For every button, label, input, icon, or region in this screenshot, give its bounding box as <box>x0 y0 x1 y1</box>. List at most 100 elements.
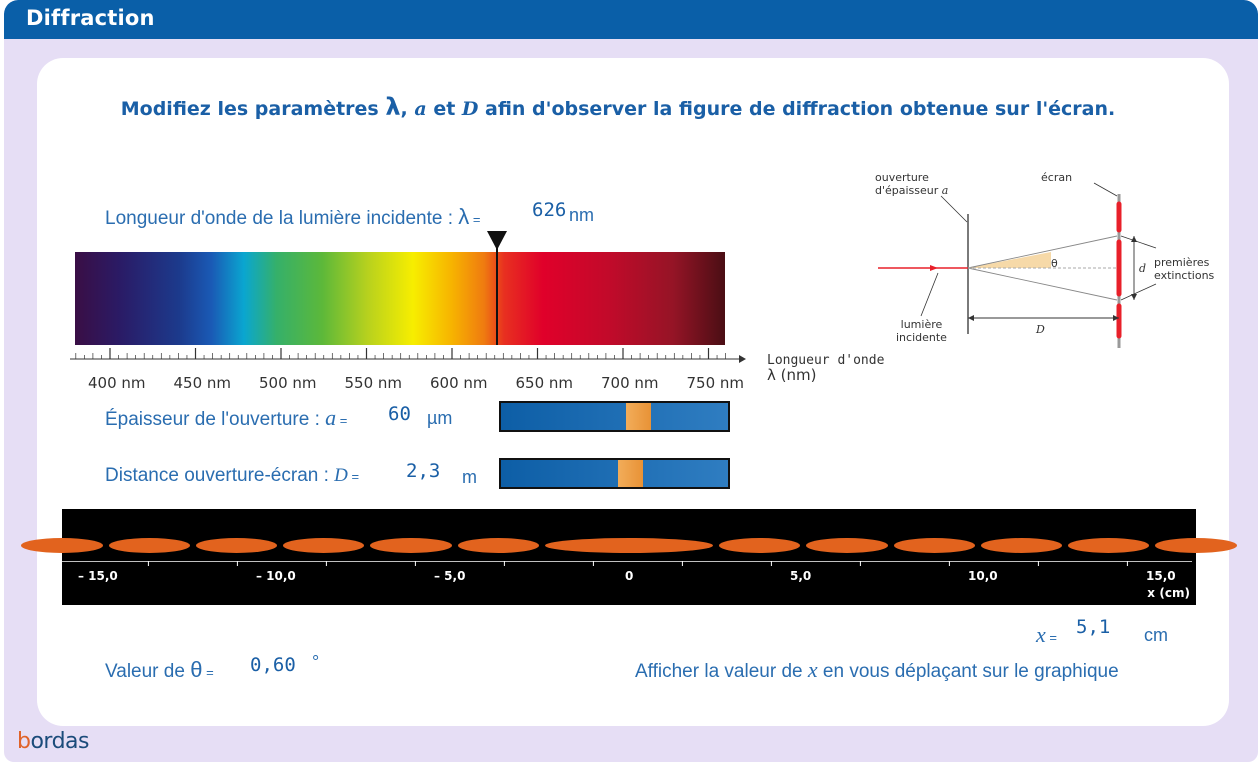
distance-unit: m <box>462 467 477 487</box>
wavelength-equals: = <box>469 212 481 227</box>
wavelength-unit: nm <box>569 205 595 225</box>
diagram-premieres: premières <box>1154 256 1210 269</box>
x-readout-symbol: x <box>1036 622 1046 647</box>
distance-symbol: D <box>334 465 348 486</box>
wavelength-tick-label: 700 nm <box>601 374 659 392</box>
hint-after: en vous déplaçant sur le graphique <box>817 661 1119 682</box>
diffraction-fringe <box>893 538 975 553</box>
aperture-equals: = <box>336 413 348 428</box>
instruction-sep2: et <box>426 98 462 120</box>
wavelength-tick-label: 550 nm <box>344 374 403 392</box>
diffraction-fringe <box>283 538 365 553</box>
diagram-theta-label: θ <box>1051 257 1058 270</box>
wavelength-tick-label: 600 nm <box>430 374 488 392</box>
aperture-slider[interactable] <box>499 401 730 432</box>
pattern-tick-label: – 15,0 <box>78 569 118 583</box>
diffraction-fringe <box>370 538 452 553</box>
theta-symbol: θ <box>190 657 203 682</box>
diagram-D-symbol: D <box>1036 323 1045 336</box>
diffraction-fringe <box>806 538 888 553</box>
pattern-x-unit: (cm) <box>1159 586 1190 600</box>
theta-label: Valeur de θ = <box>105 657 214 683</box>
theta-label-text: Valeur de <box>105 661 191 682</box>
theta-value: 0,60 <box>250 654 296 676</box>
diagram-extinctions: extinctions <box>1154 269 1215 282</box>
bordas-logo: bordas <box>17 729 89 754</box>
instruction-text: Modifiez les paramètres λ, a et D afin d… <box>0 93 1236 121</box>
wavelength-label: Longueur d'onde de la lumière incidente … <box>105 204 480 230</box>
distance-label-text: Distance ouverture-écran : <box>105 465 335 486</box>
diffraction-pattern-graph[interactable]: x (cm) – 15,0 – 10,0 – 5,0 0 5,0 10,0 15,0 <box>21 509 1237 605</box>
aperture-label: Épaisseur de l'ouverture : a = <box>105 405 347 431</box>
wavelength-tick-label: 500 nm <box>259 374 317 392</box>
x-readout-label: x = <box>1036 622 1057 648</box>
distance-equals: = <box>347 469 360 484</box>
wavelength-tick-label: 750 nm <box>686 374 745 392</box>
wavelength-tick-label: 400 nm <box>88 374 146 392</box>
diagram-ouverture-a: a <box>941 184 949 197</box>
diffraction-fringe <box>457 538 539 553</box>
diagram-d-label: d <box>1139 262 1146 275</box>
window-title: Diffraction <box>26 6 155 30</box>
axis-title-line1: Longueur d'onde <box>767 353 885 368</box>
ruler-arrow <box>739 355 746 363</box>
diagram-ouverture-line2: d'épaisseur <box>875 184 942 197</box>
wavelength-cursor-line[interactable] <box>496 248 498 345</box>
lambda-symbol: λ <box>458 204 470 229</box>
wavelength-tick-label: 450 nm <box>173 374 232 392</box>
instruction-a: a <box>414 98 427 120</box>
setup-diagram: ouverture d'épaisseur a écran θ d premièr… <box>866 166 1226 356</box>
wavelength-label-text: Longueur d'onde de la lumière incidente … <box>105 208 459 229</box>
pattern-tick-label: – 5,0 <box>434 569 466 583</box>
distance-slider-thumb[interactable] <box>618 460 644 487</box>
content-card <box>37 58 1229 726</box>
instruction-before: Modifiez les paramètres <box>120 98 386 120</box>
pattern-tick-label: 0 <box>625 569 634 583</box>
diagram-ouverture-line1: ouverture <box>875 171 929 184</box>
pattern-tick-label: – 10,0 <box>256 569 296 583</box>
aperture-symbol: a <box>325 405 337 430</box>
logo-rest: ordas <box>30 729 89 754</box>
distance-label: Distance ouverture-écran : D = <box>105 465 359 487</box>
diffraction-fringe <box>195 538 278 553</box>
setup-diagram-drawing <box>878 182 1157 348</box>
aperture-label-text: Épaisseur de l'ouverture : <box>105 409 326 430</box>
instruction-lambda: λ <box>385 93 401 121</box>
diagram-ouverture-label: ouverture d'épaisseur a <box>875 171 948 197</box>
diagram-incidente: incidente <box>896 331 947 344</box>
aperture-slider-thumb[interactable] <box>626 403 652 430</box>
diffraction-fringe <box>1155 538 1237 553</box>
pattern-axis <box>62 561 1192 566</box>
diffraction-fringe <box>21 538 103 553</box>
diffraction-fringe <box>980 538 1063 553</box>
pattern-x-symbol: x <box>1147 586 1155 600</box>
diffraction-fringe <box>544 538 714 553</box>
instruction-after: afin d'observer la figure de diffraction… <box>478 98 1116 120</box>
instruction-sep1: , <box>400 98 415 120</box>
wavelength-axis-title: Longueur d'onde λ (nm) <box>767 353 884 383</box>
hint-symbol: x <box>807 657 818 682</box>
theta-equals: = <box>202 665 214 680</box>
x-readout-unit: cm <box>1144 625 1168 645</box>
wavelength-value: 626 <box>532 199 567 221</box>
distance-value: 2,3 <box>406 460 441 482</box>
axis-title-line2: λ (nm) <box>767 366 817 384</box>
instruction-D: D <box>461 98 479 120</box>
hint-before: Afficher la valeur de <box>635 661 808 682</box>
wavelength-tick-label: 650 nm <box>515 374 574 392</box>
diagram-D-label: D <box>1036 323 1045 336</box>
wavelength-cursor-handle[interactable] <box>487 231 507 250</box>
hint-text: Afficher la valeur de x en vous déplaçan… <box>635 657 1119 683</box>
logo-first-letter: b <box>17 729 31 754</box>
diagram-d-symbol: d <box>1139 262 1147 275</box>
diagram-extinctions-label: premières extinctions <box>1154 256 1214 282</box>
pattern-axis-title: x (cm) <box>1147 585 1190 601</box>
distance-slider[interactable] <box>499 458 730 489</box>
wavelength-ruler <box>70 348 746 363</box>
wavelength-spectrum-slider[interactable] <box>75 252 725 345</box>
x-readout-equals: = <box>1045 630 1057 645</box>
x-readout-value: 5,1 <box>1076 616 1111 638</box>
pattern-tick-label: 5,0 <box>790 569 812 583</box>
diffraction-fringe <box>1068 538 1150 553</box>
diagram-lumiere-label: lumière incidente <box>896 318 947 344</box>
